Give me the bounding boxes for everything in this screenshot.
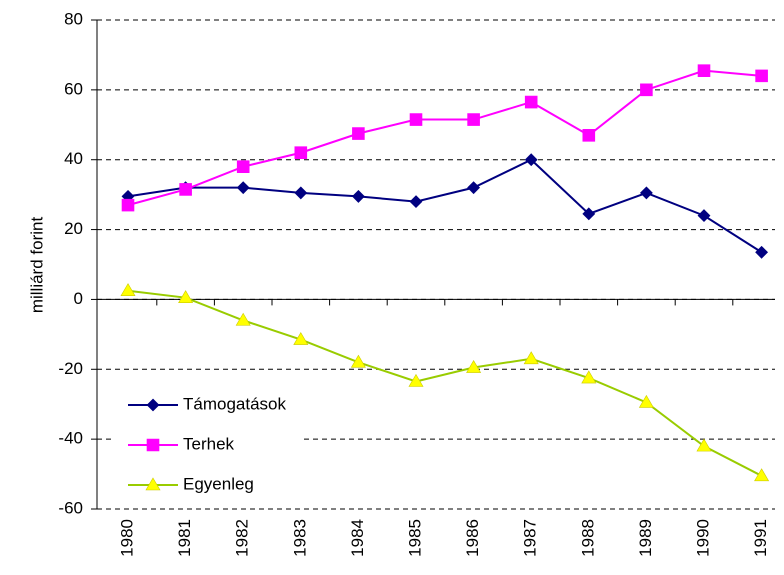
- data-point: [755, 245, 769, 259]
- data-point: [409, 113, 423, 126]
- y-tick-label: 40: [64, 149, 83, 168]
- data-point: [120, 283, 136, 296]
- legend-label: Terhek: [183, 434, 235, 453]
- x-tick-label: 1986: [463, 519, 482, 557]
- y-tick-label: 80: [64, 9, 83, 28]
- data-point: [638, 394, 654, 408]
- data-point: [467, 113, 480, 126]
- x-tick-label: 1991: [751, 519, 770, 557]
- data-point: [697, 209, 711, 223]
- data-point: [178, 290, 194, 303]
- data-point: [293, 332, 309, 345]
- data-point: [523, 351, 539, 365]
- data-point: [409, 195, 423, 209]
- data-point: [179, 183, 192, 196]
- legend-label: Egyenleg: [183, 474, 254, 493]
- data-point: [352, 127, 365, 140]
- x-tick-label: 1989: [636, 519, 655, 557]
- data-point: [524, 95, 538, 109]
- x-tick-label: 1984: [348, 519, 367, 557]
- data-point: [524, 153, 538, 167]
- y-axis-label: milliárd forint: [27, 217, 46, 314]
- legend-marker: [145, 477, 161, 491]
- x-tick-label: 1987: [521, 519, 540, 557]
- x-tick-label: 1982: [233, 519, 252, 557]
- data-point: [755, 69, 768, 83]
- data-point: [697, 64, 711, 77]
- legend-marker: [146, 438, 160, 452]
- data-point: [121, 198, 135, 212]
- x-tick-label: 1980: [117, 519, 136, 557]
- x-tick-label: 1988: [578, 519, 597, 557]
- x-tick-label: 1983: [290, 519, 309, 557]
- data-point: [581, 370, 597, 384]
- data-point: [466, 359, 482, 373]
- data-point: [582, 128, 596, 142]
- y-tick-label: -40: [58, 429, 83, 448]
- y-tick-label: 60: [64, 79, 83, 98]
- data-point: [235, 312, 251, 326]
- data-point: [640, 83, 653, 97]
- data-point: [408, 373, 424, 387]
- x-tick-label: 1990: [693, 519, 712, 557]
- data-point: [294, 186, 308, 200]
- series-line: [127, 69, 762, 207]
- data-point: [639, 186, 653, 200]
- legend-marker: [146, 398, 160, 412]
- x-tick-label: 1981: [175, 519, 194, 557]
- y-tick-label: -60: [58, 498, 83, 517]
- data-point: [350, 354, 366, 368]
- y-tick-label: 0: [74, 289, 83, 308]
- data-point: [236, 181, 250, 195]
- data-point: [696, 438, 712, 452]
- data-point: [467, 181, 481, 195]
- data-point: [582, 207, 596, 221]
- x-tick-label: 1985: [405, 519, 424, 557]
- series-line: [127, 158, 763, 254]
- series-line: [127, 289, 763, 477]
- y-tick-label: -20: [58, 359, 83, 378]
- data-point: [754, 468, 770, 482]
- legend-label: Támogatások: [183, 394, 286, 413]
- data-point: [294, 146, 308, 160]
- y-tick-label: 20: [64, 219, 83, 238]
- data-point: [351, 189, 365, 203]
- data-point: [236, 160, 250, 173]
